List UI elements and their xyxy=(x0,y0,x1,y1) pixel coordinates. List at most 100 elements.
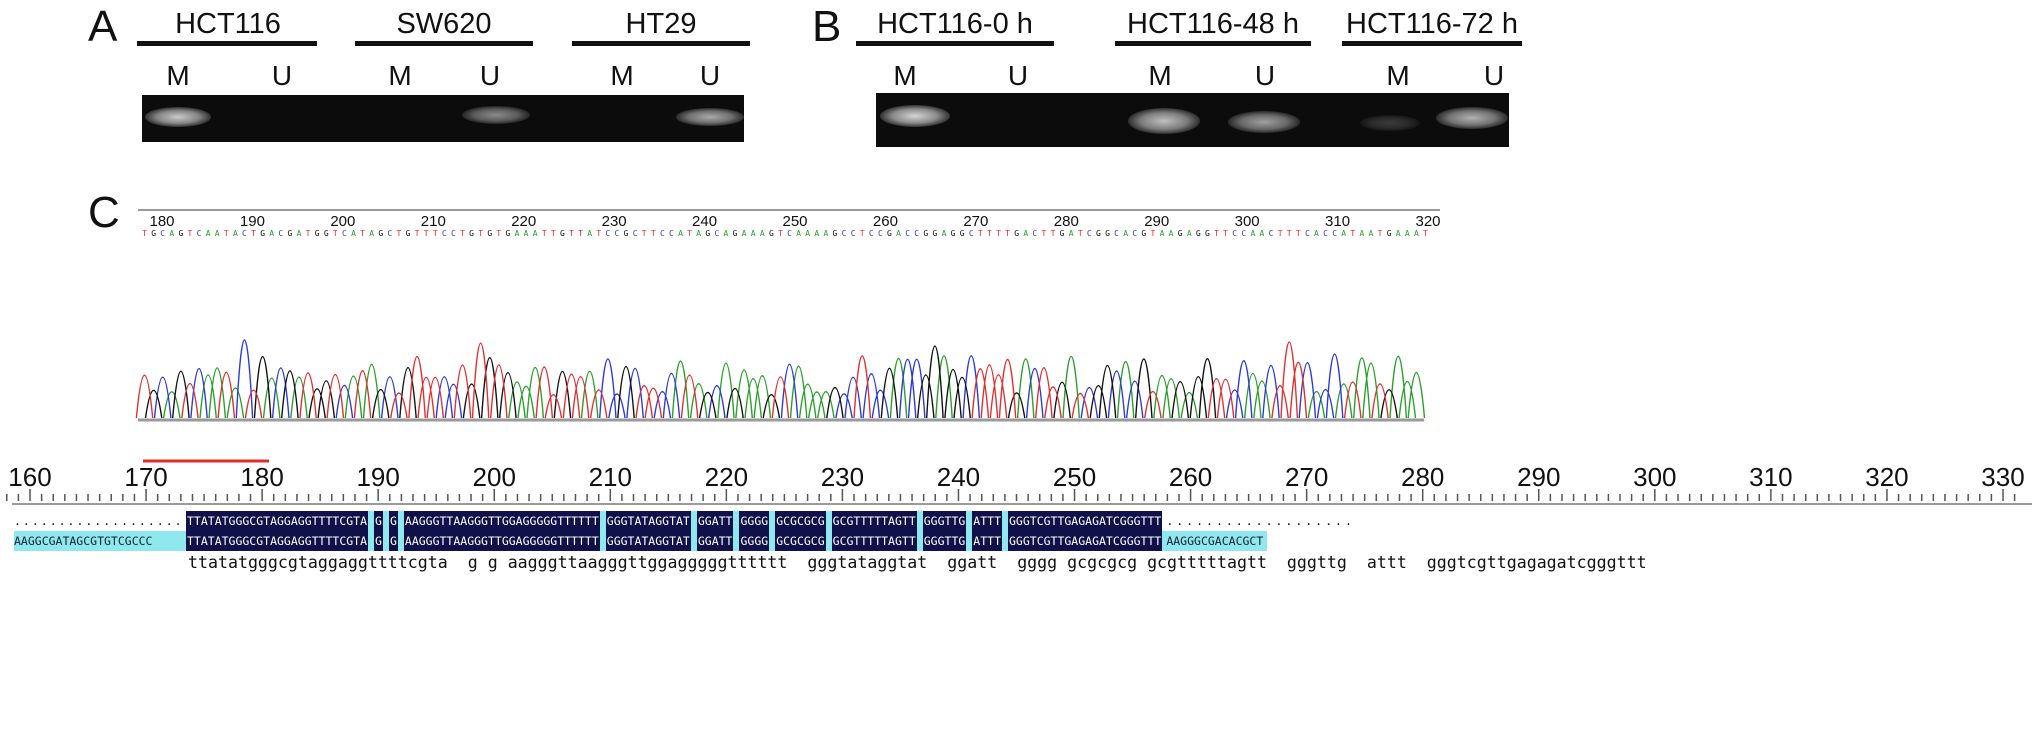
base-call: G xyxy=(1105,229,1110,238)
base-call: T xyxy=(1296,229,1301,238)
bottom-row-segment: AAGGGTTAAGGGTTGGAGGGGGTTTTTT xyxy=(403,531,600,551)
base-call: C xyxy=(1241,229,1246,238)
base-call: G xyxy=(923,229,928,238)
bottom-row-segment: GCGTTTTTAGTT xyxy=(831,531,917,551)
base-call: G xyxy=(315,229,320,238)
base-call: C xyxy=(851,229,856,238)
top-row-mismatch xyxy=(690,511,697,531)
lane-label-m: M xyxy=(1386,60,1410,91)
base-call: T xyxy=(333,229,338,238)
base-call: G xyxy=(378,229,383,238)
top-row-mismatch xyxy=(1002,511,1008,531)
bottom-row-segment: G xyxy=(374,531,383,551)
chromatogram-ruler-label: 230 xyxy=(602,213,627,230)
alignment-ruler-label: 330 xyxy=(1981,462,2024,492)
base-call: C xyxy=(605,229,610,238)
base-call: C xyxy=(1332,229,1337,238)
alignment-ruler-label: 170 xyxy=(124,462,167,492)
base-call: T xyxy=(478,229,483,238)
base-call: A xyxy=(823,229,828,238)
base-call: C xyxy=(633,229,638,238)
bottom-row-flank-right: AAGGGCGACACGCT xyxy=(1162,531,1268,551)
top-row-segment: GCGCGCG xyxy=(775,511,826,531)
bottom-row-segment: GGGG xyxy=(739,531,770,551)
lane-label-u: U xyxy=(1483,60,1505,91)
top-row-segment: GGGTCGTTGAGAGATCGGGTTT xyxy=(1008,511,1163,531)
gel-band xyxy=(676,108,744,126)
base-call: G xyxy=(932,229,937,238)
base-call: A xyxy=(751,229,756,238)
trace-g xyxy=(144,345,1398,419)
base-call: G xyxy=(260,229,265,238)
alignment-top-row: ...........................TTATATGGGCGTA… xyxy=(14,511,1355,531)
base-call: T xyxy=(1041,229,1046,238)
chromatogram-ruler-label: 260 xyxy=(873,213,898,230)
base-call: G xyxy=(1387,229,1392,238)
top-row-segment: GGGTATAGGTAT xyxy=(605,511,691,531)
base-call: A xyxy=(678,229,683,238)
base-call: C xyxy=(1323,229,1328,238)
base-call: G xyxy=(1060,229,1065,238)
base-call: G xyxy=(1205,229,1210,238)
base-call: A xyxy=(297,229,302,238)
base-call: A xyxy=(351,229,356,238)
bottom-row-mismatch xyxy=(825,531,832,551)
bottom-row-segment: GCGCGCG xyxy=(775,531,826,551)
base-call: C xyxy=(197,229,202,238)
panel-b-label: B xyxy=(812,2,842,51)
base-call: A xyxy=(1123,229,1128,238)
base-call: T xyxy=(1078,229,1083,238)
lane-bar-hct116-0h xyxy=(856,41,1054,46)
base-call: A xyxy=(814,229,819,238)
lane-label-m: M xyxy=(610,60,634,91)
top-row-segment: GCGTTTTTAGTT xyxy=(831,511,917,531)
lane-title-hct116: HCT116 xyxy=(175,8,281,40)
panel-c-label: C xyxy=(88,188,120,237)
base-call: A xyxy=(369,229,374,238)
base-call: G xyxy=(960,229,965,238)
top-row-mismatch xyxy=(916,511,923,531)
gel-band xyxy=(1360,115,1420,131)
base-call: A xyxy=(1369,229,1374,238)
base-call: C xyxy=(1032,229,1037,238)
gel-band xyxy=(145,107,211,127)
base-call: A xyxy=(1160,229,1165,238)
lane-label-u: U xyxy=(1007,60,1029,91)
lane-label-u: U xyxy=(1254,60,1276,91)
top-row-segment: G xyxy=(374,511,383,531)
base-call: T xyxy=(1278,229,1283,238)
base-call: C xyxy=(714,229,719,238)
base-call: T xyxy=(651,229,656,238)
base-call: C xyxy=(869,229,874,238)
gel-image-a xyxy=(142,95,744,142)
base-call: C xyxy=(342,229,347,238)
base-call: T xyxy=(1223,229,1228,238)
alignment-ruler-label: 220 xyxy=(705,462,748,492)
base-call: T xyxy=(987,229,992,238)
gel-image-b xyxy=(876,93,1509,147)
base-call: T xyxy=(1005,229,1010,238)
base-call: G xyxy=(733,229,738,238)
gel-band xyxy=(1128,108,1200,134)
base-call: A xyxy=(1359,229,1364,238)
lane-title-ht29: HT29 xyxy=(625,8,697,40)
base-call: T xyxy=(360,229,365,238)
base-call: T xyxy=(415,229,420,238)
base-call: T xyxy=(1350,229,1355,238)
base-call: A xyxy=(760,229,765,238)
base-call: A xyxy=(724,229,729,238)
chromatogram-ruler-label: 290 xyxy=(1144,213,1169,230)
lane-bar-ht29 xyxy=(572,41,750,46)
base-call: T xyxy=(433,229,438,238)
top-row-segment: AAGGGTTAAGGGTTGGAGGGGGTTTTTT xyxy=(403,511,600,531)
consensus-sequence: ttatatgggcgtaggaggttttcgta g g aagggttaa… xyxy=(188,553,1647,572)
base-call: T xyxy=(224,229,229,238)
base-call: C xyxy=(842,229,847,238)
base-call: T xyxy=(306,229,311,238)
base-call: T xyxy=(642,229,647,238)
alignment-ruler-label: 280 xyxy=(1401,462,1444,492)
chromatogram-ruler-label: 280 xyxy=(1054,213,1079,230)
base-call: T xyxy=(188,229,193,238)
bottom-row-segment: GGATT xyxy=(696,531,734,551)
